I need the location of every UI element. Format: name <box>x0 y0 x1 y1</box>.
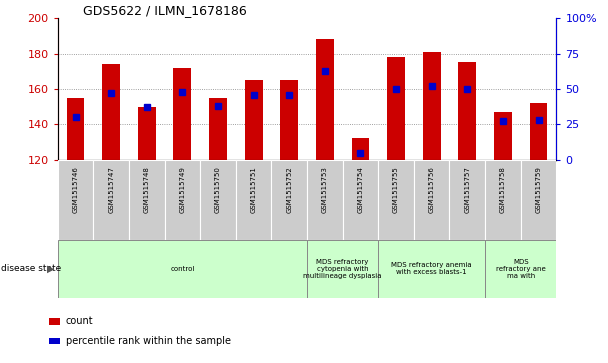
Text: GSM1515752: GSM1515752 <box>286 166 292 213</box>
Bar <box>138 107 156 160</box>
Bar <box>351 138 370 160</box>
Bar <box>165 160 200 240</box>
Text: GSM1515759: GSM1515759 <box>536 166 542 213</box>
Bar <box>307 160 343 240</box>
Text: GSM1515756: GSM1515756 <box>429 166 435 213</box>
Bar <box>494 112 512 160</box>
Bar <box>49 338 60 344</box>
Text: GSM1515751: GSM1515751 <box>250 166 257 213</box>
Text: MDS
refractory ane
ma with: MDS refractory ane ma with <box>496 258 545 279</box>
Bar <box>378 240 485 298</box>
Bar <box>102 64 120 160</box>
Bar <box>58 240 307 298</box>
Text: control: control <box>170 266 195 272</box>
Text: GSM1515755: GSM1515755 <box>393 166 399 213</box>
Bar <box>58 160 94 240</box>
Bar <box>307 240 378 298</box>
Text: GSM1515750: GSM1515750 <box>215 166 221 213</box>
Bar <box>449 160 485 240</box>
Bar <box>378 160 414 240</box>
Text: MDS refractory anemia
with excess blasts-1: MDS refractory anemia with excess blasts… <box>392 262 472 275</box>
Text: GSM1515749: GSM1515749 <box>179 166 185 213</box>
Text: GDS5622 / ILMN_1678186: GDS5622 / ILMN_1678186 <box>83 4 246 17</box>
Bar <box>67 98 85 160</box>
Bar <box>458 62 476 160</box>
Text: GSM1515757: GSM1515757 <box>465 166 471 213</box>
Bar <box>387 57 405 160</box>
Text: GSM1515754: GSM1515754 <box>358 166 364 213</box>
Text: count: count <box>66 316 93 326</box>
Text: percentile rank within the sample: percentile rank within the sample <box>66 336 230 346</box>
Text: ▶: ▶ <box>47 264 55 274</box>
Bar <box>423 52 441 160</box>
Bar <box>280 80 298 160</box>
Bar <box>173 68 192 160</box>
Bar <box>236 160 271 240</box>
Text: GSM1515758: GSM1515758 <box>500 166 506 213</box>
Bar <box>414 160 449 240</box>
Bar <box>49 318 60 325</box>
Text: MDS refractory
cytopenia with
multilineage dysplasia: MDS refractory cytopenia with multilinea… <box>303 258 382 279</box>
Bar <box>271 160 307 240</box>
Bar <box>316 39 334 160</box>
Text: GSM1515753: GSM1515753 <box>322 166 328 213</box>
Bar <box>209 98 227 160</box>
Bar <box>485 160 520 240</box>
Bar <box>530 103 547 160</box>
Bar <box>520 160 556 240</box>
Bar <box>200 160 236 240</box>
Text: GSM1515747: GSM1515747 <box>108 166 114 213</box>
Bar <box>244 80 263 160</box>
Bar <box>485 240 556 298</box>
Bar <box>94 160 129 240</box>
Bar <box>129 160 165 240</box>
Bar <box>343 160 378 240</box>
Text: GSM1515748: GSM1515748 <box>143 166 150 213</box>
Text: GSM1515746: GSM1515746 <box>72 166 78 213</box>
Text: disease state: disease state <box>1 264 61 273</box>
